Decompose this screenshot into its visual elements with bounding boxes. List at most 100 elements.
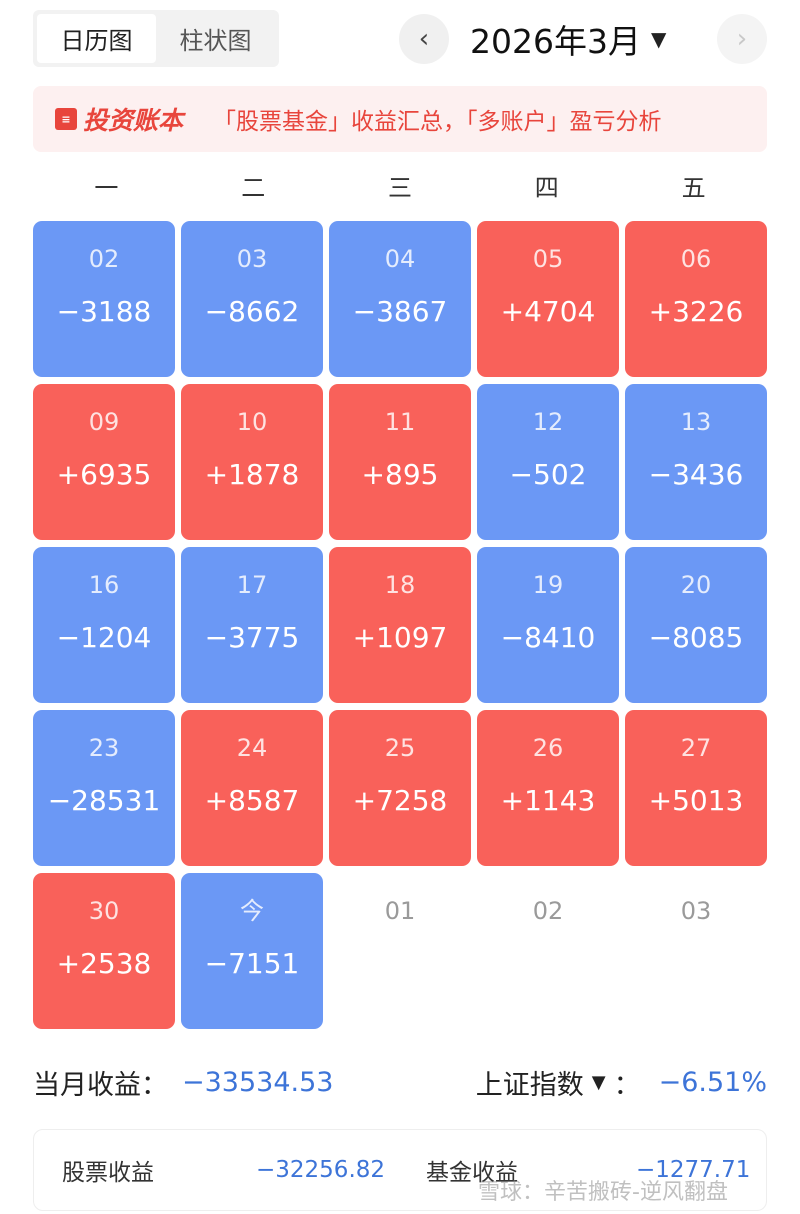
fund-profit-label: 基金收益 bbox=[426, 1160, 518, 1186]
chevron-right-icon: › bbox=[736, 24, 748, 54]
day-profit: −28531 bbox=[47, 784, 161, 817]
day-cell[interactable]: 04 −3867 bbox=[329, 221, 471, 377]
next-month-button[interactable]: › bbox=[717, 14, 767, 64]
day-cell[interactable]: 13 −3436 bbox=[625, 384, 767, 540]
view-toggle: 日历图 柱状图 bbox=[33, 10, 279, 67]
month-profit-value: −33534.53 bbox=[182, 1066, 334, 1098]
day-cell[interactable]: 06 +3226 bbox=[625, 221, 767, 377]
day-cell[interactable]: 12 −502 bbox=[477, 384, 619, 540]
day-cell[interactable]: 30 +2538 bbox=[33, 873, 175, 1029]
day-date: 02 bbox=[88, 245, 120, 273]
index-label: 上证指数 bbox=[475, 1069, 584, 1101]
weekday-fri: 五 bbox=[681, 174, 706, 202]
day-profit: +3226 bbox=[648, 295, 744, 328]
day-profit: +4704 bbox=[500, 295, 596, 328]
day-date: 24 bbox=[236, 734, 268, 762]
day-date: 13 bbox=[680, 408, 712, 436]
day-date: 03 bbox=[236, 245, 268, 273]
fund-profit-value: −1277.71 bbox=[636, 1157, 751, 1183]
day-date: 26 bbox=[532, 734, 564, 762]
profit-breakdown-card: 股票收益 −32256.82 基金收益 −1277.71 bbox=[33, 1129, 767, 1211]
day-profit: +7258 bbox=[352, 784, 448, 817]
day-cell: 03 bbox=[625, 873, 767, 1029]
day-date: 27 bbox=[680, 734, 712, 762]
day-cell[interactable]: 17 −3775 bbox=[181, 547, 323, 703]
day-date: 11 bbox=[384, 408, 416, 436]
day-profit: −3188 bbox=[56, 295, 152, 328]
day-profit: −3867 bbox=[352, 295, 448, 328]
caret-down-icon: ▼ bbox=[591, 1071, 606, 1093]
month-profit-label: 当月收益： bbox=[33, 1069, 168, 1101]
day-cell[interactable]: 18 +1097 bbox=[329, 547, 471, 703]
day-cell[interactable]: 05 +4704 bbox=[477, 221, 619, 377]
day-cell[interactable]: 09 +6935 bbox=[33, 384, 175, 540]
chevron-left-icon: ‹ bbox=[418, 24, 430, 54]
top-bar: 日历图 柱状图 ‹ 2026年3月 ▼ › bbox=[0, 0, 800, 80]
day-cell[interactable]: 19 −8410 bbox=[477, 547, 619, 703]
day-date: 19 bbox=[532, 571, 564, 599]
index-selector[interactable]: 上证指数 ▼ ： −6.51% bbox=[476, 1063, 767, 1102]
day-date: 30 bbox=[88, 897, 120, 925]
month-summary: 当月收益： −33534.53 上证指数 ▼ ： −6.51% bbox=[33, 1058, 767, 1106]
banner-text: 「股票基金」收益汇总，「多账户」盈亏分析 bbox=[213, 109, 662, 135]
caret-down-icon: ▼ bbox=[650, 27, 667, 51]
day-cell[interactable]: 27 +5013 bbox=[625, 710, 767, 866]
day-date: 25 bbox=[384, 734, 416, 762]
month-selector[interactable]: 2026年3月 ▼ bbox=[470, 12, 666, 66]
day-date: 02 bbox=[532, 897, 564, 925]
weekday-tue: 二 bbox=[241, 174, 266, 202]
day-cell[interactable]: 25 +7258 bbox=[329, 710, 471, 866]
promo-banner[interactable]: ≡ 投资账本 「股票基金」收益汇总，「多账户」盈亏分析 bbox=[33, 86, 767, 152]
prev-month-button[interactable]: ‹ bbox=[399, 14, 449, 64]
day-profit: +1878 bbox=[204, 458, 300, 491]
day-date: 01 bbox=[384, 897, 416, 925]
day-profit: −1204 bbox=[56, 621, 152, 654]
day-date: 23 bbox=[88, 734, 120, 762]
day-date: 今 bbox=[240, 897, 264, 925]
day-profit: +5013 bbox=[648, 784, 744, 817]
day-profit: −3436 bbox=[648, 458, 744, 491]
calendar-grid: 02 −3188 03 −8662 04 −3867 05 +4704 06 +3226 09 +69… bbox=[33, 221, 775, 1029]
day-cell[interactable]: 10 +1878 bbox=[181, 384, 323, 540]
day-date: 10 bbox=[236, 408, 268, 436]
weekday-thu: 四 bbox=[534, 174, 559, 202]
day-date: 17 bbox=[236, 571, 268, 599]
day-date: 09 bbox=[88, 408, 120, 436]
day-profit: +6935 bbox=[56, 458, 152, 491]
day-cell[interactable]: 02 −3188 bbox=[33, 221, 175, 377]
month-title: 2026年3月 bbox=[470, 22, 641, 61]
day-profit: −7151 bbox=[204, 947, 300, 980]
stock-profit-value: −32256.82 bbox=[256, 1157, 386, 1183]
day-cell: 01 bbox=[329, 873, 471, 1029]
tab-calendar[interactable]: 日历图 bbox=[37, 14, 156, 63]
day-date: 16 bbox=[88, 571, 120, 599]
day-date: 04 bbox=[384, 245, 416, 273]
day-profit: −502 bbox=[509, 458, 587, 491]
day-cell[interactable]: 26 +1143 bbox=[477, 710, 619, 866]
day-profit: −8410 bbox=[500, 621, 596, 654]
day-cell[interactable]: 24 +8587 bbox=[181, 710, 323, 866]
day-date: 12 bbox=[532, 408, 564, 436]
day-cell: 02 bbox=[477, 873, 619, 1029]
day-cell[interactable]: 16 −1204 bbox=[33, 547, 175, 703]
day-date: 05 bbox=[532, 245, 564, 273]
day-date: 18 bbox=[384, 571, 416, 599]
weekday-header: 一 二 三 四 五 bbox=[33, 166, 767, 210]
weekday-mon: 一 bbox=[94, 174, 119, 202]
day-date: 03 bbox=[680, 897, 712, 925]
watermark: 雪球：辛苦搬砖-逆风翻盘 bbox=[478, 1180, 728, 1205]
day-profit: +8587 bbox=[204, 784, 300, 817]
day-profit: +895 bbox=[361, 458, 439, 491]
day-cell[interactable]: 20 −8085 bbox=[625, 547, 767, 703]
day-profit: +1143 bbox=[500, 784, 596, 817]
day-cell[interactable]: 23 −28531 bbox=[33, 710, 175, 866]
day-cell[interactable]: 今 −7151 bbox=[181, 873, 323, 1029]
day-profit: −8662 bbox=[204, 295, 300, 328]
day-profit: +2538 bbox=[56, 947, 152, 980]
day-date: 06 bbox=[680, 245, 712, 273]
brand: ≡ 投资账本 bbox=[55, 101, 183, 137]
day-date: 20 bbox=[680, 571, 712, 599]
day-cell[interactable]: 11 +895 bbox=[329, 384, 471, 540]
tab-bar-chart[interactable]: 柱状图 bbox=[179, 27, 252, 55]
day-cell[interactable]: 03 −8662 bbox=[181, 221, 323, 377]
